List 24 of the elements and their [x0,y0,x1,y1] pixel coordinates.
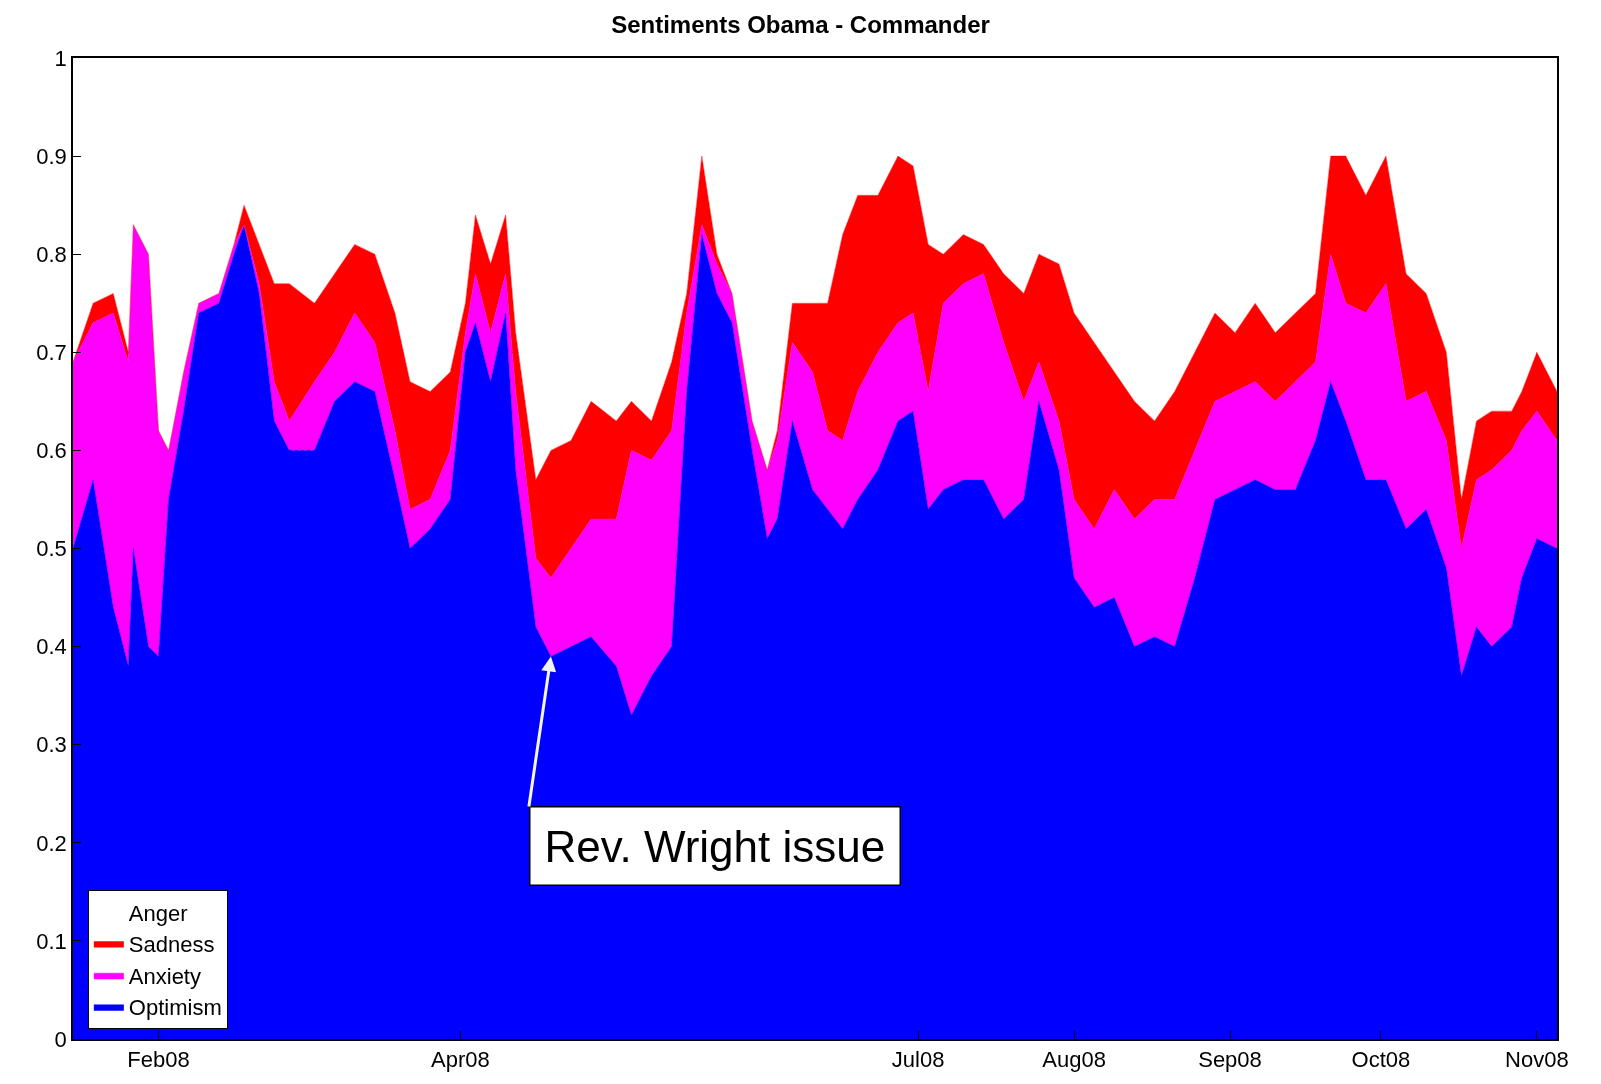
y-tick-label: 0.1 [36,928,67,954]
x-tick-label: Nov08 [1505,1047,1569,1073]
legend-label: Sadness [128,932,215,958]
y-tick-label: 0.3 [36,732,67,758]
y-tick-label: 0.5 [36,536,67,562]
x-tick-label: Aug08 [1042,1047,1106,1073]
y-tick-label: 1 [54,45,67,71]
y-tick-label: 0.6 [36,438,67,464]
legend-label: Anxiety [128,963,201,989]
x-tick-label: Feb08 [127,1047,190,1073]
legend-label: Optimism [128,995,222,1021]
y-tick-label: 0 [54,1026,67,1052]
x-tick-label: Sep08 [1198,1047,1262,1073]
chart-title: Sentiments Obama - Commander [611,11,990,39]
x-tick-label: Oct08 [1351,1047,1411,1073]
x-tick-label: Apr08 [430,1047,490,1073]
y-tick-label: 0.7 [36,340,67,365]
x-tick-label: Jul08 [891,1047,945,1073]
annotation: Rev. Wright issue [544,821,886,871]
y-tick-label: 0.8 [36,241,67,267]
y-tick-label: 0.9 [36,143,67,169]
series-label: Anger [128,900,188,926]
y-tick-label: 0.4 [36,634,67,660]
y-tick-label: 0.2 [36,830,67,856]
